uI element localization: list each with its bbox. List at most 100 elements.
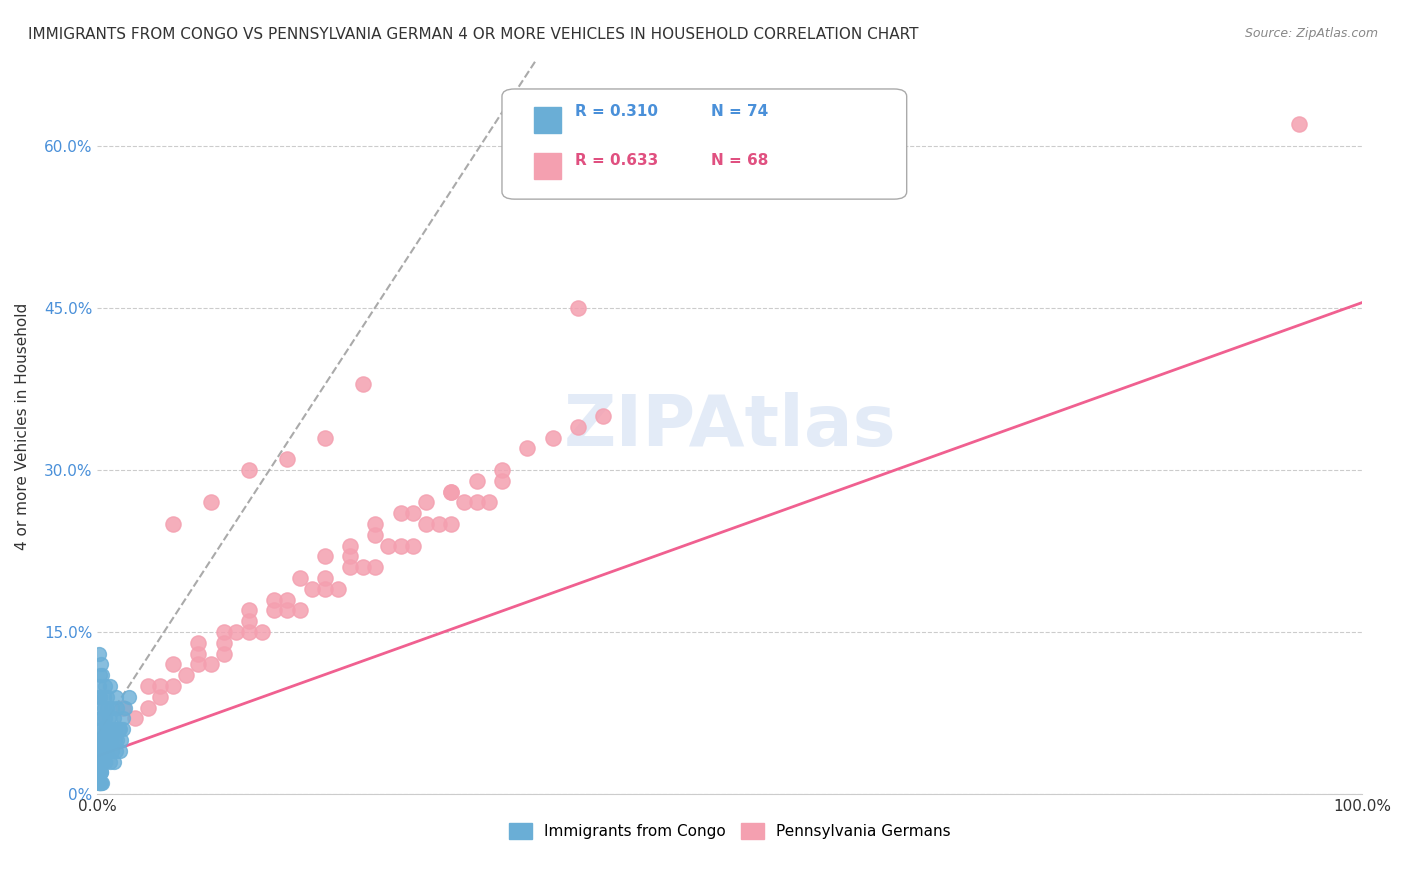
Point	[87, 679, 110, 693]
Point	[402, 506, 425, 520]
Point	[104, 733, 127, 747]
Point	[276, 603, 298, 617]
FancyBboxPatch shape	[502, 89, 907, 199]
Point	[491, 474, 513, 488]
Point	[567, 419, 589, 434]
Point	[89, 776, 111, 790]
Point	[89, 776, 111, 790]
Point	[364, 560, 387, 574]
Point	[124, 711, 146, 725]
Point	[90, 765, 112, 780]
Point	[187, 647, 209, 661]
FancyBboxPatch shape	[534, 153, 561, 178]
Point	[301, 582, 323, 596]
Point	[276, 592, 298, 607]
Point	[567, 301, 589, 315]
Point	[478, 495, 501, 509]
Point	[98, 755, 121, 769]
Point	[87, 776, 110, 790]
Point	[427, 516, 450, 531]
Point	[339, 549, 361, 564]
Point	[97, 733, 120, 747]
Point	[90, 755, 112, 769]
Point	[314, 571, 336, 585]
Point	[90, 657, 112, 672]
Point	[187, 636, 209, 650]
Point	[90, 765, 112, 780]
Point	[90, 711, 112, 725]
Point	[238, 463, 260, 477]
Point	[200, 495, 222, 509]
Point	[94, 679, 117, 693]
Point	[111, 700, 134, 714]
Point	[90, 723, 112, 737]
Point	[93, 690, 115, 704]
Point	[87, 690, 110, 704]
Point	[87, 744, 110, 758]
Point	[89, 765, 111, 780]
Point	[108, 744, 131, 758]
Point	[212, 636, 235, 650]
Point	[105, 744, 128, 758]
Text: ZIPAtlas: ZIPAtlas	[564, 392, 896, 461]
Text: N = 74: N = 74	[710, 103, 768, 119]
Point	[326, 582, 349, 596]
Point	[364, 528, 387, 542]
Point	[314, 431, 336, 445]
Point	[91, 668, 114, 682]
Point	[174, 668, 197, 682]
Point	[491, 463, 513, 477]
Point	[87, 776, 110, 790]
Legend: Immigrants from Congo, Pennsylvania Germans: Immigrants from Congo, Pennsylvania Germ…	[502, 817, 956, 845]
Point	[100, 733, 122, 747]
FancyBboxPatch shape	[534, 107, 561, 133]
Point	[93, 755, 115, 769]
Point	[107, 723, 129, 737]
Point	[91, 723, 114, 737]
Point	[149, 690, 172, 704]
Point	[105, 690, 128, 704]
Point	[114, 700, 136, 714]
Point	[440, 484, 463, 499]
Point	[225, 625, 247, 640]
Text: IMMIGRANTS FROM CONGO VS PENNSYLVANIA GERMAN 4 OR MORE VEHICLES IN HOUSEHOLD COR: IMMIGRANTS FROM CONGO VS PENNSYLVANIA GE…	[28, 27, 918, 42]
Point	[263, 603, 285, 617]
Point	[89, 690, 111, 704]
Point	[91, 744, 114, 758]
Text: N = 68: N = 68	[710, 153, 768, 169]
Point	[93, 700, 115, 714]
Point	[104, 723, 127, 737]
Point	[276, 452, 298, 467]
Point	[162, 679, 184, 693]
Point	[238, 625, 260, 640]
Point	[94, 733, 117, 747]
Point	[136, 700, 159, 714]
Point	[516, 442, 538, 456]
Point	[465, 474, 488, 488]
Y-axis label: 4 or more Vehicles in Household: 4 or more Vehicles in Household	[15, 303, 30, 550]
Point	[90, 755, 112, 769]
Point	[89, 744, 111, 758]
Point	[352, 376, 374, 391]
Point	[97, 711, 120, 725]
Point	[162, 516, 184, 531]
Point	[149, 679, 172, 693]
Point	[339, 539, 361, 553]
Point	[90, 776, 112, 790]
Point	[364, 516, 387, 531]
Point	[103, 755, 125, 769]
Point	[87, 765, 110, 780]
Text: R = 0.633: R = 0.633	[575, 153, 658, 169]
Point	[101, 700, 124, 714]
Point	[263, 592, 285, 607]
Point	[200, 657, 222, 672]
Point	[212, 647, 235, 661]
Point	[389, 506, 412, 520]
Point	[96, 700, 118, 714]
Point	[94, 711, 117, 725]
Point	[103, 711, 125, 725]
Point	[110, 733, 132, 747]
Point	[136, 679, 159, 693]
Point	[87, 647, 110, 661]
Point	[93, 744, 115, 758]
